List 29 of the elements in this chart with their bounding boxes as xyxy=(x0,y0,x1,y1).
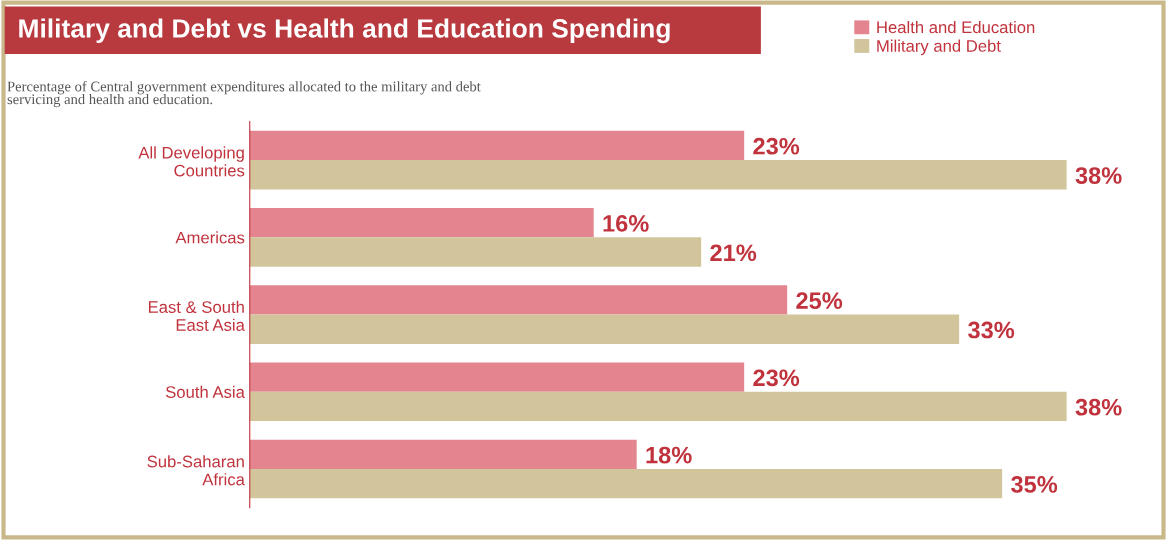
data-label: 23% xyxy=(753,137,800,155)
bar xyxy=(249,314,960,344)
bar xyxy=(249,130,745,161)
data-label: 25% xyxy=(796,292,843,309)
y-tick-label: All Developing Countries xyxy=(138,146,245,177)
bar xyxy=(249,362,745,392)
bar xyxy=(249,207,594,238)
bar xyxy=(249,468,1003,499)
bar xyxy=(249,391,1067,422)
bar xyxy=(249,160,1067,190)
y-tick-label: East & South East Asia xyxy=(148,300,245,331)
chart-title: Military and Debt vs Health and Education Spending xyxy=(19,18,670,44)
bar xyxy=(249,439,637,469)
data-label: 18% xyxy=(646,446,692,464)
data-label: 21% xyxy=(710,244,757,262)
y-tick-label: Sub-Saharan Africa xyxy=(147,455,245,486)
data-label: 38% xyxy=(1075,398,1122,416)
data-label: 23% xyxy=(753,369,800,387)
bar xyxy=(249,237,702,267)
legend-label: Health and Education xyxy=(877,20,1035,34)
legend-label: Military and Debt xyxy=(877,39,1001,56)
chart-subtitle: Percentage of Central government expenditures allocated to the military and debt servicing and health and education. xyxy=(7,81,481,108)
data-label: 33% xyxy=(968,321,1015,339)
y-tick-label: South Asia xyxy=(165,385,245,398)
y-tick-label: Americas xyxy=(175,231,245,244)
data-label: 16% xyxy=(603,215,649,232)
bar xyxy=(249,285,788,315)
data-label: 38% xyxy=(1075,167,1122,184)
data-label: 35% xyxy=(1011,476,1058,493)
